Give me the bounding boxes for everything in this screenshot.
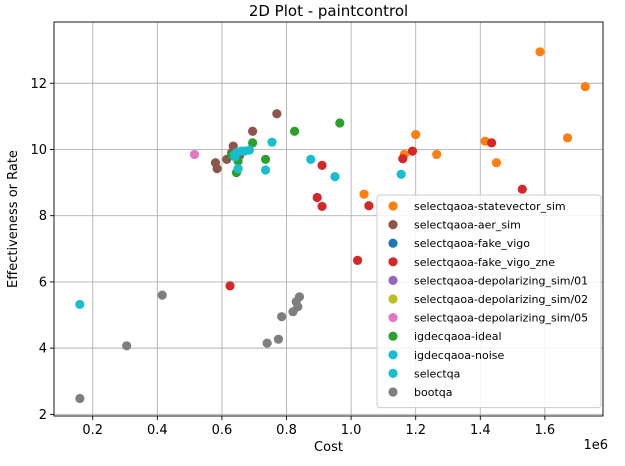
data-point <box>359 189 369 199</box>
legend-entry: igdecqaoa-ideal <box>414 330 502 343</box>
data-point <box>364 201 374 211</box>
data-point <box>293 302 303 312</box>
data-point <box>411 129 421 140</box>
data-point <box>260 165 271 175</box>
data-point <box>289 126 300 136</box>
data-point <box>562 133 573 143</box>
legend-marker <box>388 294 398 304</box>
data-point <box>330 172 340 182</box>
x-tick-label: 1.4 <box>470 423 491 438</box>
data-point <box>233 164 243 174</box>
y-tick-label: 2 <box>39 408 47 423</box>
legend-marker <box>388 387 398 397</box>
data-point <box>272 109 282 119</box>
y-tick-label: 4 <box>39 342 47 357</box>
legend-marker <box>388 257 398 267</box>
data-point <box>407 146 418 156</box>
data-point <box>244 145 254 155</box>
legend-marker <box>388 350 398 360</box>
x-tick-label: 0.8 <box>276 423 297 438</box>
legend-entry: igdecqaoa-noise <box>414 349 504 362</box>
data-point <box>75 299 85 310</box>
data-point <box>312 192 322 203</box>
data-point <box>248 126 258 136</box>
y-tick-label: 12 <box>30 77 47 92</box>
legend-entry: bootqa <box>414 386 452 399</box>
data-point <box>580 81 590 92</box>
legend-marker <box>388 313 398 323</box>
data-point <box>157 290 167 300</box>
legend-box <box>376 194 602 409</box>
legend-entry: selectqa <box>414 367 460 380</box>
legend-entry: selectqaoa-depolarizing_sim/01 <box>414 274 588 287</box>
data-point <box>189 149 200 160</box>
data-point <box>212 164 222 174</box>
data-point <box>225 281 235 291</box>
legend-entry: selectqaoa-depolarizing_sim/02 <box>414 293 588 306</box>
data-point <box>491 158 502 168</box>
legend-entry: selectqaoa-fake_vigo_zne <box>414 256 555 269</box>
data-point <box>122 341 132 351</box>
y-tick-label: 6 <box>39 275 47 290</box>
x-axis-offset-label: 1e6 <box>583 438 608 453</box>
data-point <box>262 338 272 348</box>
data-point <box>317 201 327 212</box>
legend-marker <box>388 368 398 378</box>
x-tick-label: 0.2 <box>82 423 103 438</box>
data-point <box>277 312 287 322</box>
axis-ticks: 0.2 0.4 0.6 0.8 1.0 1.2 1.4 1.6 2 4 6 8 10 12 <box>30 77 555 438</box>
legend-entry: selectqaoa-depolarizing_sim/05 <box>414 312 588 325</box>
y-axis-label: Effectiveness or Rate <box>6 150 21 288</box>
data-point <box>260 154 271 165</box>
data-point <box>432 149 442 160</box>
y-tick-label: 10 <box>30 143 47 158</box>
chart-title: 2D Plot - paintcontrol <box>249 2 408 20</box>
y-tick-label: 8 <box>39 209 47 224</box>
data-point <box>267 137 277 147</box>
data-point <box>335 118 345 128</box>
data-point <box>352 255 363 265</box>
data-point <box>248 138 258 148</box>
data-point <box>396 169 406 179</box>
data-point <box>517 184 527 194</box>
data-points <box>75 47 590 404</box>
data-point <box>306 154 316 165</box>
x-axis-label: Cost <box>314 440 343 455</box>
legend-marker <box>388 275 398 285</box>
legend-marker <box>388 201 398 211</box>
legend-marker <box>388 238 398 248</box>
x-tick-label: 1.0 <box>341 423 362 438</box>
data-point <box>535 47 545 57</box>
data-point <box>273 334 284 344</box>
data-point <box>317 160 327 170</box>
data-point <box>398 154 408 164</box>
legend-entry: selectqaoa-aer_sim <box>414 219 521 232</box>
legend-marker <box>388 331 398 341</box>
legend-entry: selectqaoa-fake_vigo <box>414 237 530 250</box>
x-tick-label: 1.2 <box>405 423 426 438</box>
data-point <box>75 393 85 404</box>
plot-area-frame <box>53 21 604 417</box>
data-point <box>486 138 497 148</box>
x-tick-label: 0.6 <box>212 423 233 438</box>
x-tick-label: 1.6 <box>535 423 556 438</box>
legend-entry: selectqaoa-statevector_sim <box>414 200 566 213</box>
legend: selectqaoa-statevector_sim selectqaoa-aer… <box>376 194 602 409</box>
legend-marker <box>388 220 398 230</box>
x-tick-label: 0.4 <box>147 423 168 438</box>
data-point <box>230 152 240 162</box>
